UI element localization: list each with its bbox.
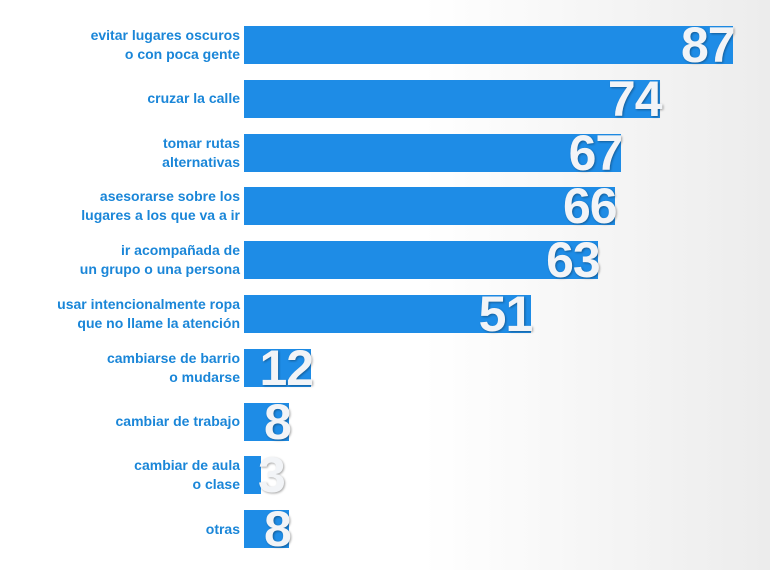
bar: [244, 510, 289, 549]
value-label: 3: [258, 447, 286, 504]
bar: [244, 241, 599, 280]
category-label: cruzar la calle: [147, 90, 240, 107]
category-label: tomar rutas alternativas: [162, 134, 240, 170]
category-label: otras: [205, 520, 240, 537]
value-label: 8: [263, 393, 292, 450]
value-label: 8: [263, 501, 292, 558]
value-label: 87: [681, 17, 736, 73]
bar: [244, 187, 615, 226]
value-label: 66: [562, 178, 618, 235]
value-label: 67: [568, 124, 624, 181]
category-label: usar intencionalmente ropa que no llame …: [57, 296, 240, 331]
category-label: cambiar de trabajo: [115, 413, 241, 430]
category-label: evitar lugares oscuros o con poca gente: [90, 27, 240, 62]
bar: [244, 79, 660, 118]
bar: [244, 295, 531, 333]
bar: [244, 26, 733, 64]
bar: [244, 133, 621, 172]
value-label: 74: [607, 70, 663, 127]
category-label: cambiar de aula o clase: [134, 457, 240, 493]
category-label: asesorarse sobre los lugares a los que v…: [81, 188, 240, 224]
category-label: ir acompañada de un grupo o una persona: [79, 242, 240, 278]
category-label: cambiarse de barrio o mudarse: [106, 349, 240, 385]
bar: [244, 402, 289, 441]
bar: [244, 456, 261, 495]
bar: [244, 348, 312, 387]
value-label: 51: [478, 286, 534, 342]
value-label: 63: [546, 232, 601, 289]
value-label: 12: [259, 339, 314, 396]
